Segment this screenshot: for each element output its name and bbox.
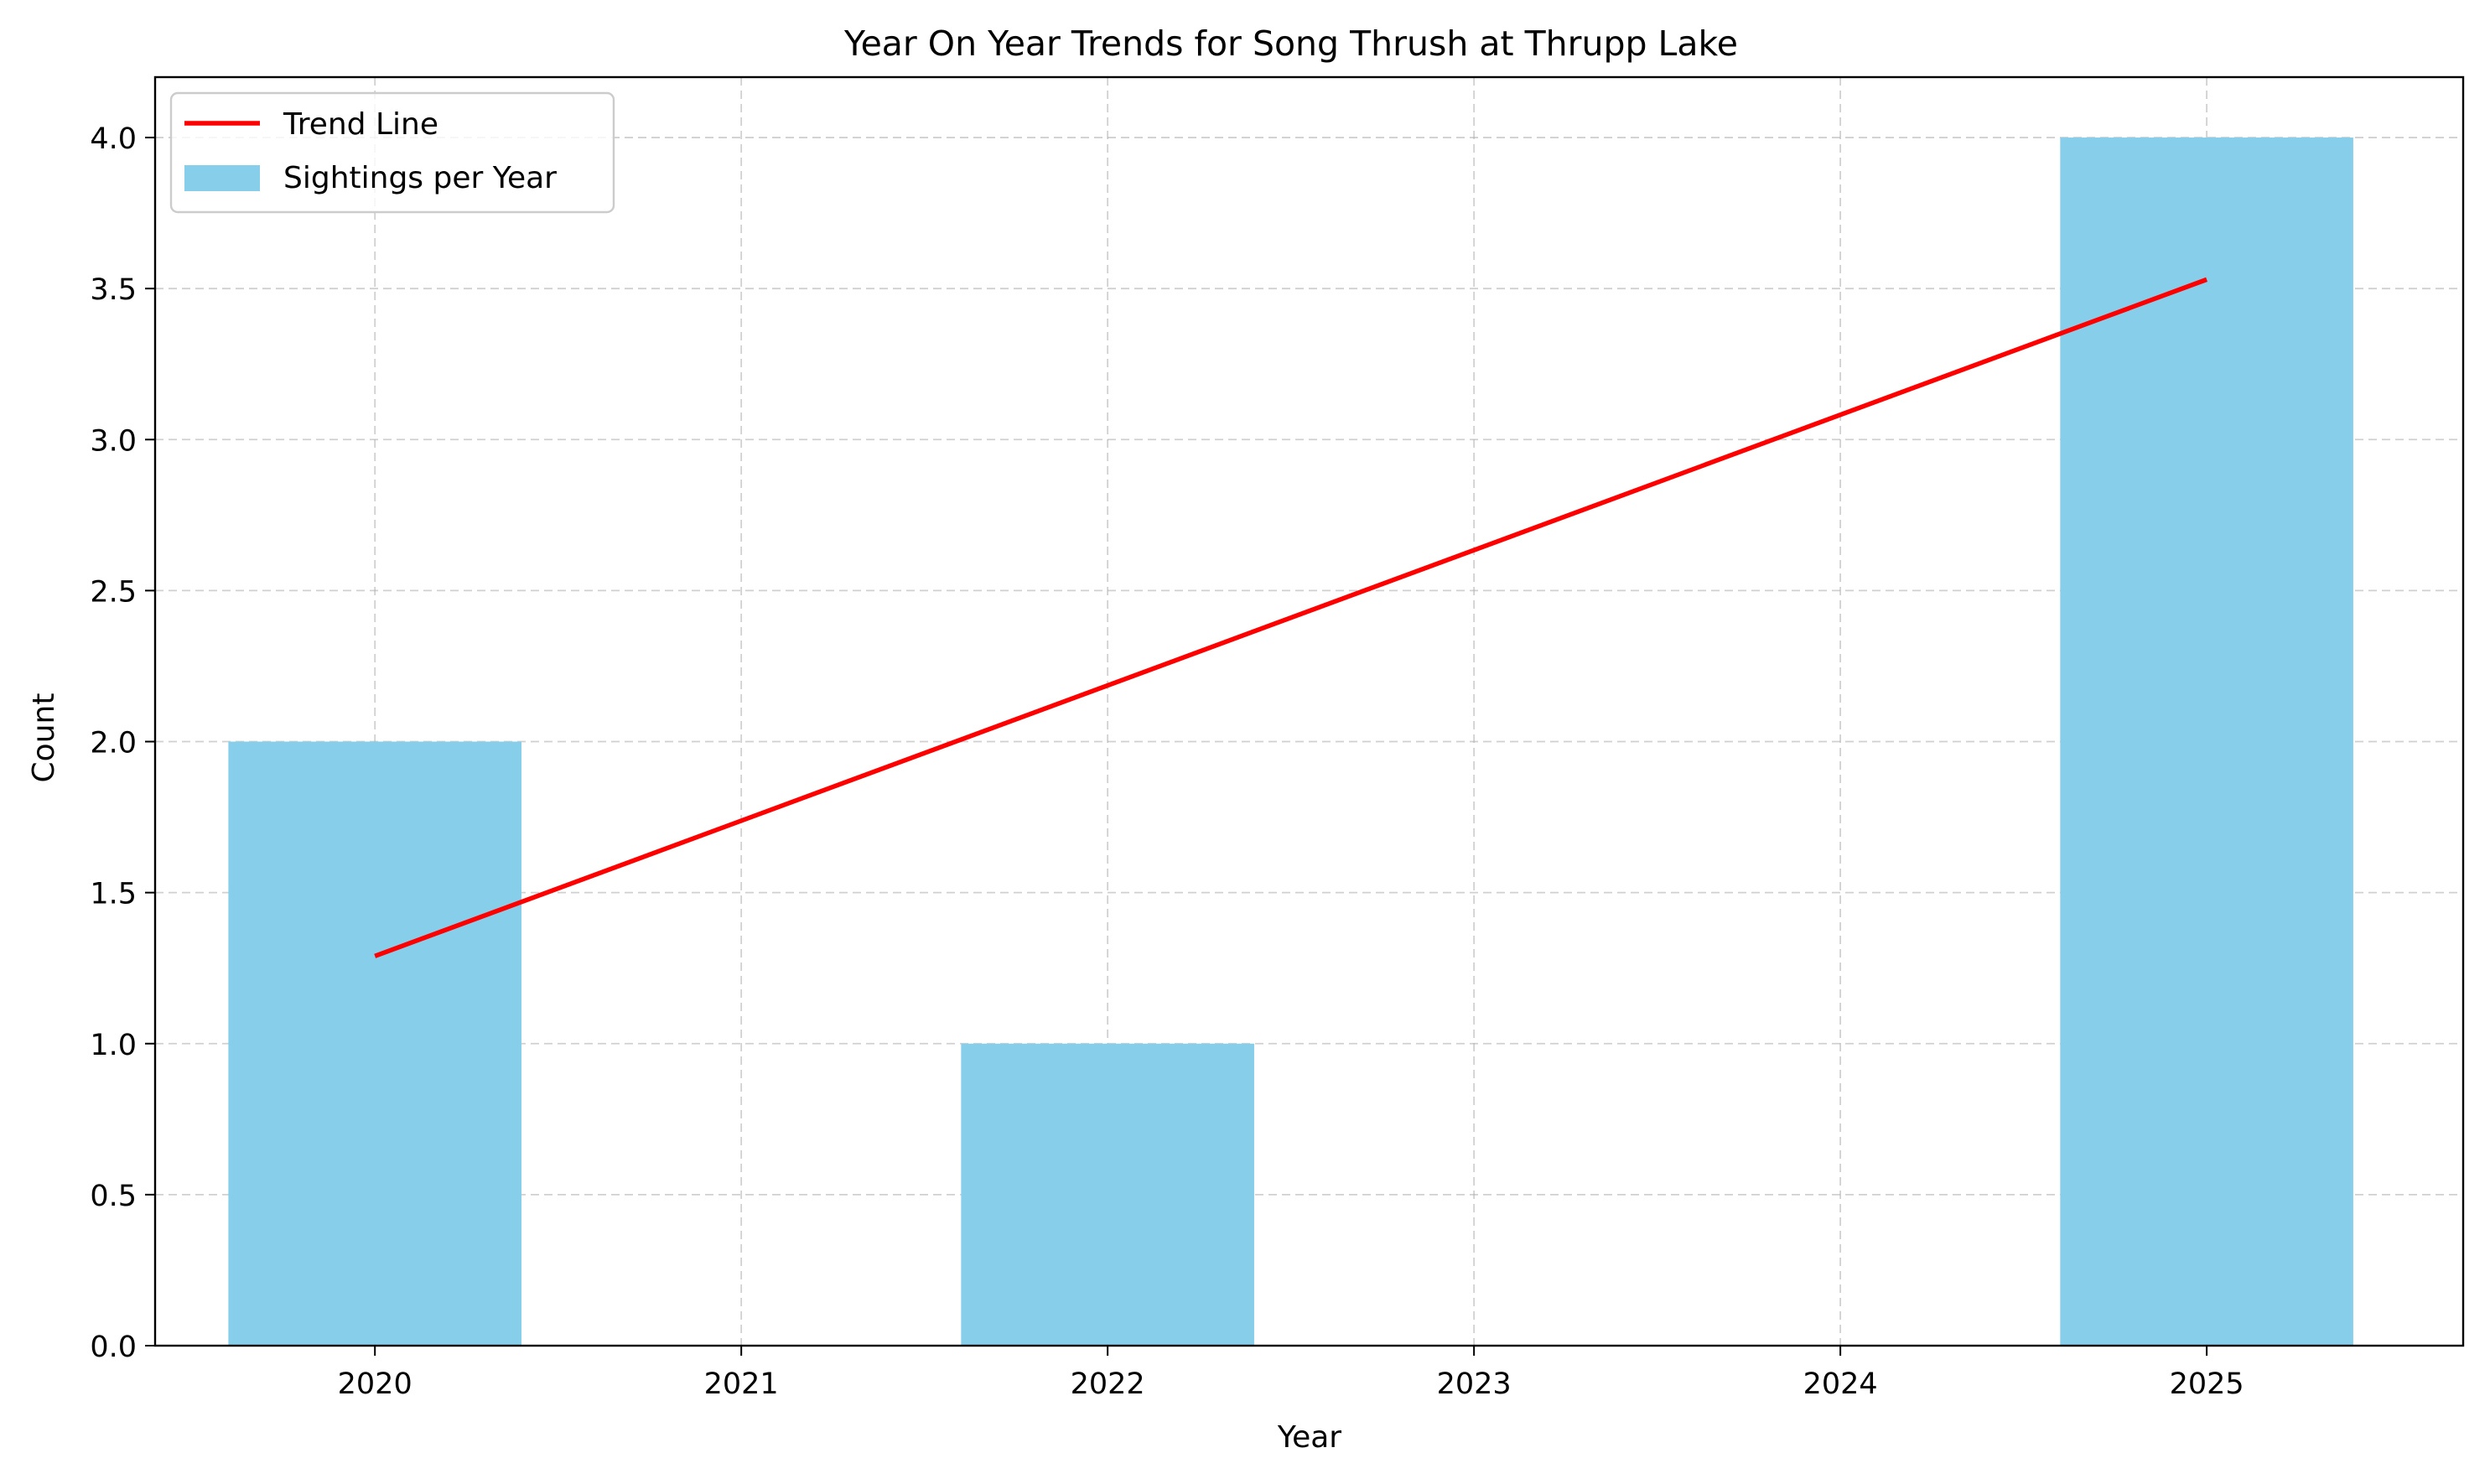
- y-tick-label-1.5: 1.5: [90, 878, 137, 911]
- sightings-bar-2025: [2060, 138, 2353, 1346]
- y-axis-ticks: 0.0 0.5 1.0 1.5 2.0 2.5 3.0 3.5 4.0: [90, 122, 155, 1364]
- x-axis-label: Year: [1277, 1420, 1341, 1455]
- bars-layer: [228, 138, 2353, 1346]
- x-axis-ticks: 2020 2021 2022 2023 2024 2025: [338, 1346, 2244, 1401]
- x-tick-label-2024: 2024: [1803, 1367, 1878, 1401]
- y-tick-label-0.5: 0.5: [90, 1180, 137, 1213]
- legend-box: [169, 91, 615, 214]
- trend-line-layer: [374, 277, 2208, 958]
- x-tick-label-2020: 2020: [338, 1367, 412, 1401]
- plot-area-frame: [153, 75, 2465, 1347]
- y-tick-label-2.0: 2.0: [90, 727, 137, 760]
- y-axis-label: Count: [27, 693, 61, 783]
- x-tick-label-2022: 2022: [1071, 1367, 1145, 1401]
- y-tick-label-3.0: 3.0: [90, 424, 137, 458]
- sightings-bar-2020: [228, 741, 521, 1346]
- trend-line: [374, 277, 2208, 958]
- chart-title: Year On Year Trends for Song Thrush at T…: [843, 23, 1738, 64]
- x-tick-label-2023: 2023: [1437, 1367, 1512, 1401]
- sightings-bar-2022: [961, 1043, 1254, 1346]
- legend-trend-line-label: Trend Line: [283, 107, 438, 142]
- legend: Trend Line Sightings per Year: [169, 91, 615, 214]
- y-tick-label-3.5: 3.5: [90, 273, 137, 307]
- x-tick-label-2025: 2025: [2170, 1367, 2244, 1401]
- legend-sightings-swatch: [184, 165, 260, 191]
- y-tick-label-2.5: 2.5: [90, 575, 137, 609]
- y-tick-label-1.0: 1.0: [90, 1029, 137, 1062]
- x-tick-label-2021: 2021: [704, 1367, 779, 1401]
- legend-sightings-label: Sightings per Year: [283, 161, 557, 195]
- y-tick-label-4.0: 4.0: [90, 122, 137, 156]
- y-tick-label-0.0: 0.0: [90, 1331, 137, 1364]
